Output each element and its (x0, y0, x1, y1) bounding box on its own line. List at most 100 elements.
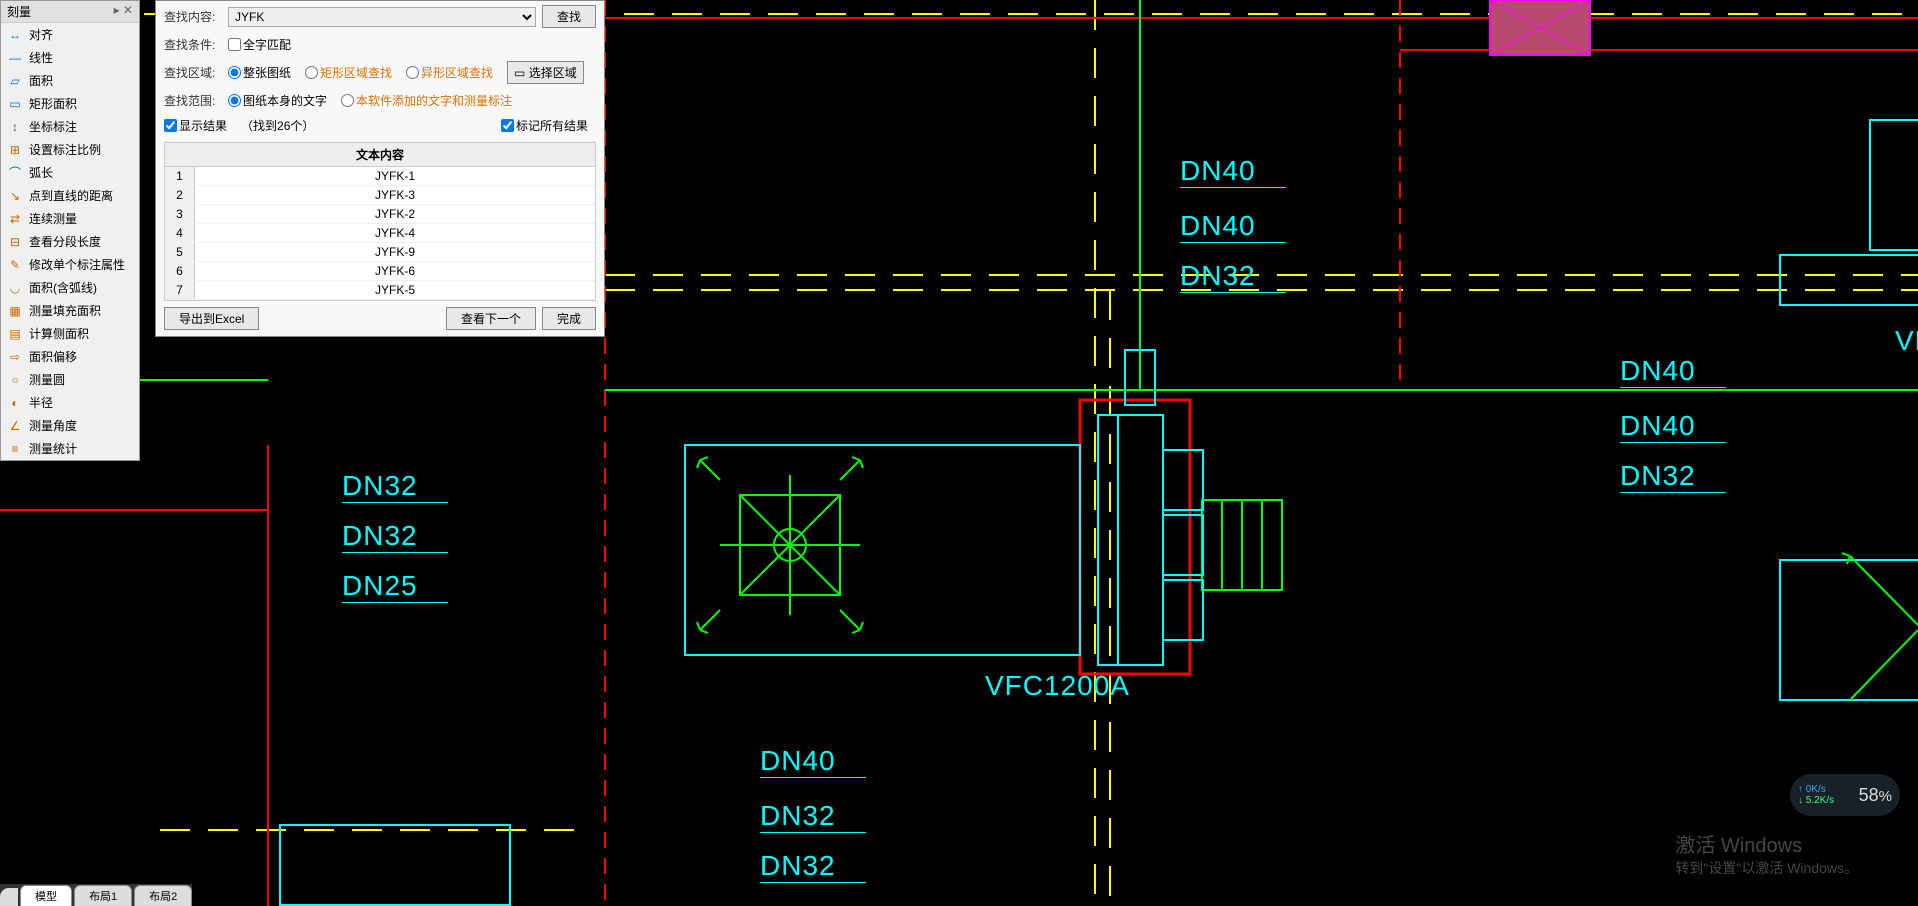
toolbar-item[interactable]: ≡ 测量统计 (1, 437, 139, 460)
toolbar-item[interactable]: ▤ 计算侧面积 (1, 322, 139, 345)
tool-icon: ⊟ (7, 234, 23, 250)
toolbar-item[interactable]: ◐半径 (1, 391, 139, 414)
dn-label: DN32 (342, 520, 448, 553)
toolbar-item[interactable]: ↕ 坐标标注 (1, 115, 139, 138)
show-result-checkbox[interactable] (164, 119, 177, 132)
tool-label: 测量角度 (29, 417, 77, 434)
dn-label: DN25 (342, 570, 448, 603)
tool-label: 测量圆 (29, 371, 65, 388)
find-content-label: 查找内容: (164, 8, 222, 25)
tool-label: 半径 (29, 394, 53, 411)
find-next-button[interactable]: 查看下一个 (446, 307, 536, 330)
find-content-input[interactable]: JYFK (228, 7, 536, 27)
tab-layout1[interactable]: 布局1 (74, 885, 132, 906)
arrow-down-icon: ↓ (1798, 795, 1803, 806)
toolbar-item[interactable]: ⊟ 查看分段长度 (1, 230, 139, 253)
toolbar-item[interactable]: ◡ 面积(含弧线) (1, 276, 139, 299)
select-area-button[interactable]: ▭ 选择区域 (507, 61, 584, 84)
vfc-label: VFC1200A (985, 670, 1130, 702)
toolbar-item[interactable]: ▱面积 (1, 69, 139, 92)
result-row[interactable]: 6JYFK-6 (165, 262, 595, 281)
tool-label: 测量统计 (29, 440, 77, 457)
tool-label: 坐标标注 (29, 118, 77, 135)
tool-label: 面积(含弧线) (29, 279, 97, 296)
scope-native-radio[interactable] (228, 94, 241, 107)
result-row[interactable]: 4JYFK-4 (165, 224, 595, 243)
find-area-label: 查找区域: (164, 64, 222, 81)
dn-label: DN32 (1180, 260, 1286, 293)
area-rect-radio[interactable] (305, 66, 318, 79)
tool-label: 面积偏移 (29, 348, 77, 365)
find-scope-label: 查找范围: (164, 92, 222, 109)
mark-all-checkbox[interactable] (501, 119, 514, 132)
toolbar-item[interactable]: ○ 测量圆 (1, 368, 139, 391)
tool-label: 对齐 (29, 26, 53, 43)
tool-icon: ▭ (7, 96, 23, 112)
result-row[interactable]: 3JYFK-2 (165, 205, 595, 224)
find-button[interactable]: 查找 (542, 5, 596, 28)
tool-icon: ◡ (7, 280, 23, 296)
tool-icon: ⊞ (7, 142, 23, 158)
dn-label: DN40 (760, 745, 866, 778)
tab-layout2[interactable]: 布局2 (134, 885, 192, 906)
toolbar-item[interactable]: ⊞ 设置标注比例 (1, 138, 139, 161)
arrow-up-icon: ↑ (1798, 784, 1803, 795)
tool-label: 连续测量 (29, 210, 77, 227)
layout-tabs: 模型 布局1 布局2 (0, 884, 192, 906)
toolbar-item[interactable]: ⌒ 弧长 (1, 161, 139, 184)
tool-icon: ≡ (7, 441, 23, 457)
tool-label: 矩形面积 (29, 95, 77, 112)
vf-label: VF (1895, 325, 1918, 357)
tool-icon: ○ (7, 372, 23, 388)
toolbar-item[interactable]: ✎修改单个标注属性 (1, 253, 139, 276)
find-cond-label: 查找条件: (164, 36, 222, 53)
tool-label: 设置标注比例 (29, 141, 101, 158)
area-poly-radio[interactable] (406, 66, 419, 79)
tool-label: 计算侧面积 (29, 325, 89, 342)
scope-added-radio[interactable] (341, 94, 354, 107)
dn-label: DN32 (760, 800, 866, 833)
tool-label: 查看分段长度 (29, 233, 101, 250)
measure-toolbar: 刻量 ▸ ✕ ↔ 对齐 —线性▱面积 ▭ 矩形面积 ↕ 坐标标注 ⊞ 设置标注比例 ⌒ 弧长 ↘点到直… (0, 0, 140, 461)
tool-icon: ⌒ (7, 165, 23, 181)
tool-icon: ▤ (7, 326, 23, 342)
result-row[interactable]: 1JYFK-1 (165, 167, 595, 186)
area-whole-radio[interactable] (228, 66, 241, 79)
result-row[interactable]: 2JYFK-3 (165, 186, 595, 205)
dn-label: DN32 (760, 850, 866, 883)
toolbar-item[interactable]: ↘点到直线的距离 (1, 184, 139, 207)
toolbar-title: 刻量 (7, 3, 31, 20)
dn-label: DN40 (1180, 210, 1286, 243)
find-text-dialog: 查找内容: JYFK 查找 查找条件: 全字匹配 查找区域: 整张图纸 矩形区域… (155, 0, 605, 337)
tool-icon: ↕ (7, 119, 23, 135)
close-icon[interactable]: ▸ ✕ (114, 3, 133, 20)
toolbar-item[interactable]: ∠ 测量角度 (1, 414, 139, 437)
fullword-checkbox[interactable] (228, 38, 241, 51)
result-row[interactable]: 5JYFK-9 (165, 243, 595, 262)
export-excel-button[interactable]: 导出到Excel (164, 307, 259, 330)
toolbar-item[interactable]: ⇨ 面积偏移 (1, 345, 139, 368)
dn-label: DN40 (1620, 410, 1726, 443)
found-count: （找到26个） (241, 117, 314, 134)
tool-label: 弧长 (29, 164, 53, 181)
tab-lead-icon (0, 888, 18, 906)
toolbar-item[interactable]: —线性 (1, 46, 139, 69)
result-row[interactable]: 7JYFK-5 (165, 281, 595, 300)
tool-icon: ↔ (7, 27, 23, 43)
tool-icon: ∠ (7, 418, 23, 434)
tool-icon: ▱ (7, 73, 23, 89)
toolbar-item[interactable]: ↔ 对齐 (1, 23, 139, 46)
tool-label: 修改单个标注属性 (29, 256, 125, 273)
tool-label: 点到直线的距离 (29, 187, 113, 204)
tool-label: 线性 (29, 49, 53, 66)
dn-label: DN40 (1180, 155, 1286, 188)
toolbar-item[interactable]: ⇄ 连续测量 (1, 207, 139, 230)
tool-icon: ⇄ (7, 211, 23, 227)
toolbar-item[interactable]: ▦测量填充面积 (1, 299, 139, 322)
network-speed-widget[interactable]: ↑ 0K/s ↓ 5.2K/s 58% (1790, 774, 1900, 816)
done-button[interactable]: 完成 (542, 307, 596, 330)
tool-icon: ⇨ (7, 349, 23, 365)
tab-model[interactable]: 模型 (20, 885, 72, 906)
toolbar-item[interactable]: ▭ 矩形面积 (1, 92, 139, 115)
result-table[interactable]: 1JYFK-12JYFK-33JYFK-24JYFK-45JYFK-96JYFK… (164, 167, 596, 301)
